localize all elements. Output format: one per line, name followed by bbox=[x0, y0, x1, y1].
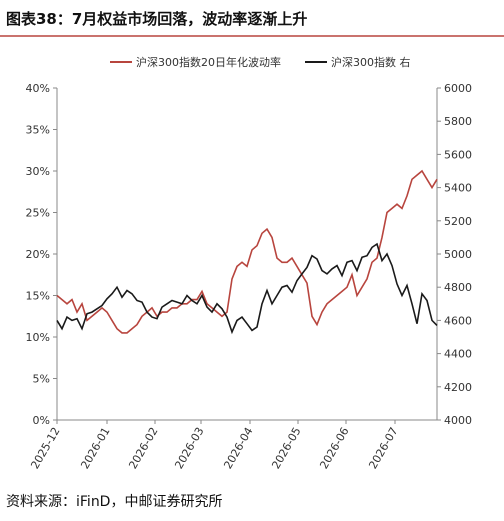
y2-tick-label: 4400 bbox=[444, 348, 472, 361]
y2-tick-label: 4200 bbox=[444, 381, 472, 394]
y-tick-label: 30% bbox=[26, 165, 50, 178]
y-tick-label: 10% bbox=[26, 331, 50, 344]
y2-tick-label: 5400 bbox=[444, 182, 472, 195]
y2-tick-label: 4000 bbox=[444, 414, 472, 427]
series-line bbox=[56, 242, 438, 335]
y2-tick-label: 4600 bbox=[444, 314, 472, 327]
y-tick-label: 5% bbox=[33, 373, 50, 386]
x-tick-label: 2026-01 bbox=[78, 425, 112, 471]
x-tick-label: 2026-07 bbox=[366, 425, 400, 471]
y2-tick-label: 5200 bbox=[444, 215, 472, 228]
series-line bbox=[56, 169, 438, 334]
legend-label: 沪深300指数20日年化波动率 bbox=[136, 55, 281, 69]
x-tick-label: 2026-02 bbox=[126, 425, 160, 471]
legend-label: 沪深300指数 右 bbox=[331, 55, 411, 69]
y-tick-label: 35% bbox=[26, 124, 50, 137]
y-tick-label: 25% bbox=[26, 207, 50, 220]
y-tick-label: 20% bbox=[26, 248, 50, 261]
y-tick-label: 0% bbox=[33, 414, 50, 427]
y-tick-label: 15% bbox=[26, 290, 50, 303]
x-tick-label: 2026-04 bbox=[221, 425, 255, 471]
y2-tick-label: 5800 bbox=[444, 115, 472, 128]
x-tick-label: 2026-03 bbox=[172, 425, 206, 471]
y2-tick-label: 4800 bbox=[444, 281, 472, 294]
y2-tick-label: 5600 bbox=[444, 148, 472, 161]
y-tick-label: 40% bbox=[26, 82, 50, 95]
x-tick-label: 2025-12 bbox=[28, 425, 62, 471]
x-tick-label: 2026-05 bbox=[269, 425, 303, 471]
source-note: 资料来源：iFinD，中邮证券研究所 bbox=[6, 494, 222, 510]
x-tick-label: 2026-06 bbox=[317, 425, 351, 471]
y2-tick-label: 5000 bbox=[444, 248, 472, 261]
y2-tick-label: 6000 bbox=[444, 82, 472, 95]
chart-title: 图表38：7月权益市场回落，波动率逐渐上升 bbox=[6, 10, 307, 28]
